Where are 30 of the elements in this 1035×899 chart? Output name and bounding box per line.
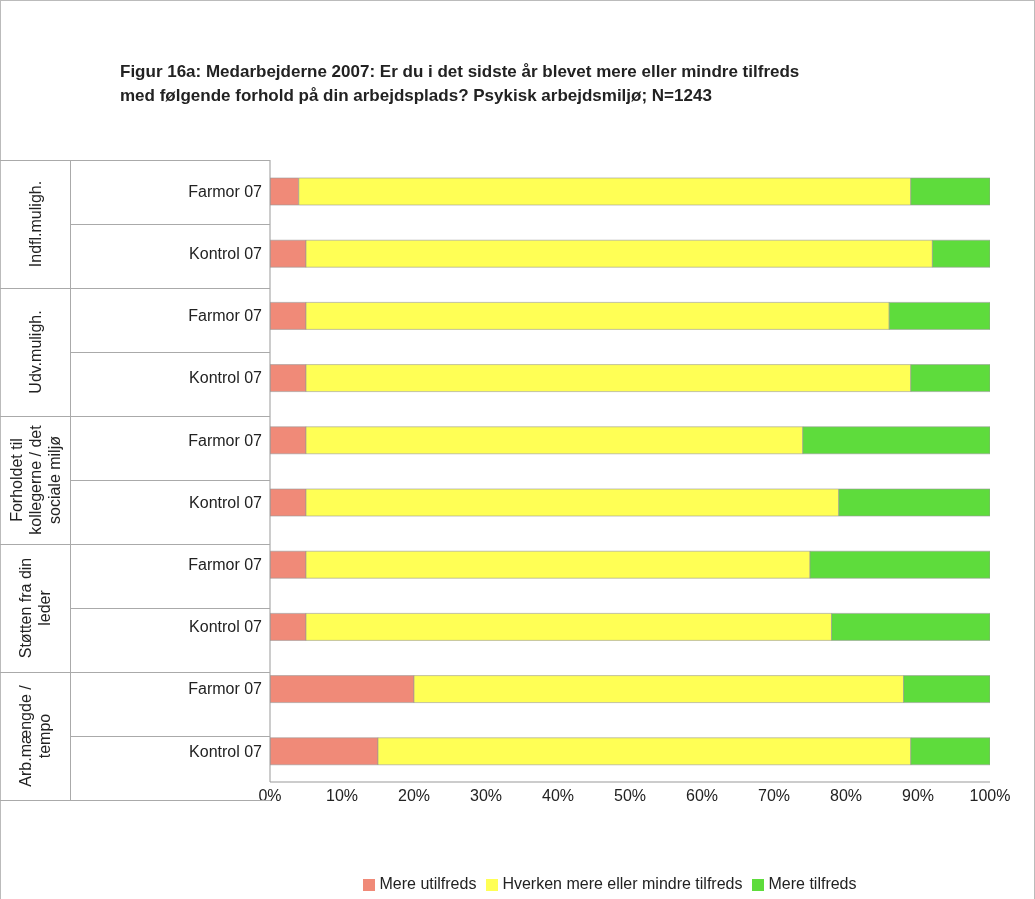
- legend-label: Mere tilfreds: [768, 875, 857, 892]
- chart-title: Figur 16a: Medarbejderne 2007: Er du i det sidste år blevet mere eller mindre tilfreds med følgende forhold på din arbejdsplads? Psykisk arbejdsmiljø; N=1243: [120, 61, 801, 107]
- text: Forholdet til kollegerne / det sociale miljø: [6, 424, 64, 537]
- y-tick-label: Farmor 07: [188, 555, 263, 573]
- x-tick-label: 20%: [397, 787, 431, 805]
- y-tick-label: Farmor 07: [188, 182, 263, 200]
- text: Arb.mængde / tempo: [16, 684, 54, 789]
- x-tick-label: 100%: [969, 787, 1011, 805]
- y-tick-label: Farmor 07: [188, 680, 263, 698]
- y-tick-label: Farmor 07: [188, 431, 263, 449]
- legend-label: Mere utilfreds: [379, 875, 477, 892]
- y-tick-label: Kontrol 07: [189, 618, 263, 636]
- y-tick-label: Kontrol 07: [189, 493, 263, 511]
- x-tick-label: 30%: [469, 787, 503, 805]
- x-tick-label: 40%: [541, 787, 575, 805]
- y-tick-label: Kontrol 07: [189, 244, 263, 262]
- x-tick-label: 80%: [829, 787, 863, 805]
- y-tick-label: Kontrol 07: [189, 369, 263, 387]
- x-tick-label: 0%: [258, 787, 282, 805]
- x-tick-label: 90%: [901, 787, 935, 805]
- x-tick-label: 10%: [325, 787, 359, 805]
- x-tick-label: 50%: [613, 787, 647, 805]
- y-tick-label: Kontrol 07: [189, 742, 263, 760]
- y-tick-label: Farmor 07: [188, 307, 263, 325]
- x-tick-label: 70%: [757, 787, 791, 805]
- text: Indfl.muligh.: [25, 180, 45, 268]
- legend-label: Hverken mere eller mindre tilfreds: [502, 875, 743, 892]
- text: Udv.muligh.: [25, 310, 45, 394]
- x-tick-label: 60%: [685, 787, 719, 805]
- text: Støtten fra din leder: [16, 556, 54, 661]
